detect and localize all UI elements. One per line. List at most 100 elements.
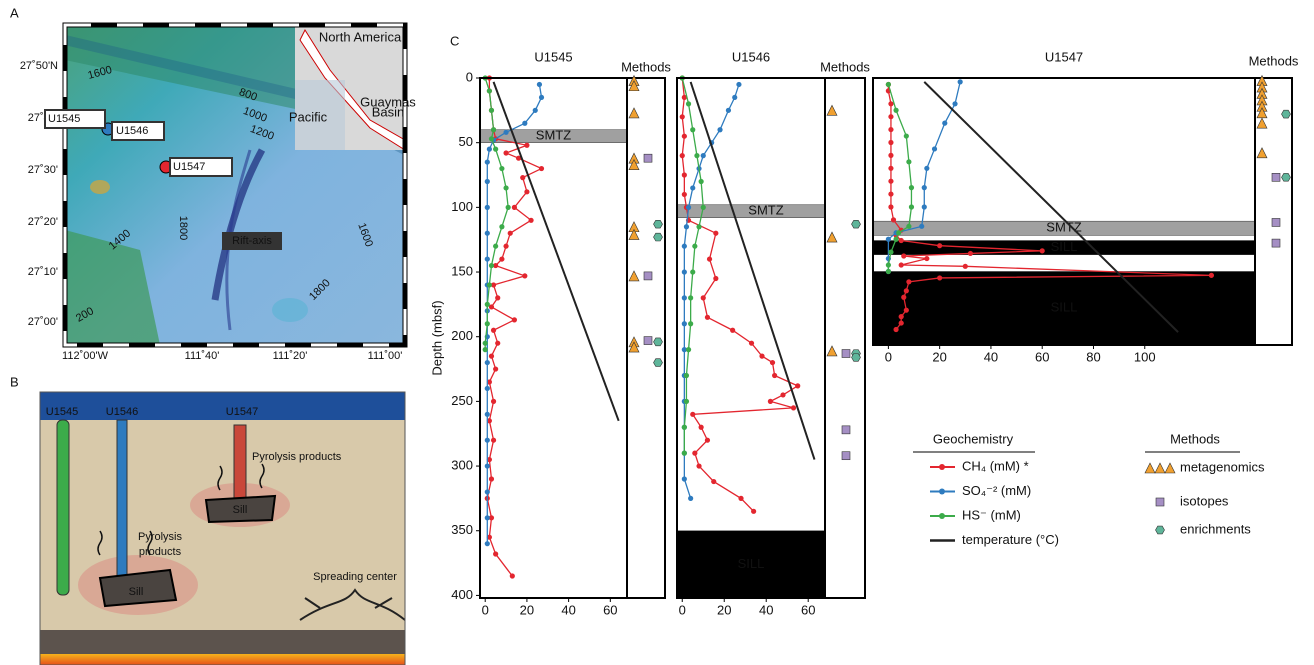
series-line [689, 81, 816, 460]
data-point [493, 243, 499, 249]
data-point [524, 142, 530, 148]
metagenomics-marker [628, 80, 640, 92]
data-point [692, 450, 698, 456]
data-point [683, 224, 690, 230]
legend-dot [939, 464, 945, 470]
lat-label: 27˚30' [28, 164, 58, 176]
x-tick-label: 60 [801, 602, 815, 617]
y-tick-label: 100 [451, 199, 473, 214]
data-point [484, 489, 490, 495]
x-tick-label: 20 [520, 602, 534, 617]
legend-title: Geochemistry [933, 431, 1014, 446]
metagenomics-marker [1154, 462, 1166, 474]
x-tick-label: 0 [885, 349, 892, 364]
enrichments-marker [653, 232, 663, 242]
data-point [901, 253, 907, 259]
pyrolysis-label: products [139, 546, 182, 558]
data-point [495, 340, 501, 346]
enrichments-marker [653, 337, 663, 347]
data-point [532, 107, 538, 113]
x-tick-label: 0 [679, 602, 686, 617]
pyrolysis-label: Pyrolysis products [252, 451, 342, 463]
series-line [923, 81, 1179, 333]
site-label: U1546 [116, 125, 148, 137]
metagenomics-marker [628, 270, 640, 282]
enrichments-marker [653, 219, 663, 229]
site-box [169, 157, 233, 177]
data-point [738, 495, 744, 501]
data-point [511, 204, 518, 210]
enrichments-marker [1155, 525, 1165, 535]
data-point [698, 178, 704, 185]
data-point [486, 456, 492, 463]
data-point [704, 437, 711, 443]
data-point [713, 275, 719, 282]
data-point [780, 392, 786, 398]
data-point [962, 263, 968, 269]
data-point [893, 107, 899, 113]
lon-label: 111˚20' [273, 350, 308, 362]
data-point [490, 437, 497, 443]
series-line [887, 81, 961, 272]
zone-label: SMTZ [1046, 220, 1081, 235]
data-point [681, 133, 687, 139]
site-box [111, 121, 165, 141]
metagenomics-marker [1256, 147, 1268, 159]
data-point [888, 139, 894, 146]
data-point [942, 120, 948, 126]
data-point [681, 243, 687, 249]
y-tick-label: 400 [451, 587, 473, 602]
site-label: U1546 [106, 406, 138, 418]
methods-title: Methods [1249, 53, 1299, 68]
isotopes-marker [1271, 238, 1281, 248]
data-point [503, 129, 509, 135]
data-point [679, 153, 685, 159]
metagenomics-marker [1164, 462, 1176, 474]
metagenomics-marker [826, 104, 838, 116]
data-point [704, 314, 711, 320]
data-point [484, 437, 490, 443]
data-point [908, 185, 915, 191]
data-point [888, 178, 894, 184]
zone-band [872, 271, 1256, 346]
y-tick-label: 150 [451, 263, 473, 278]
data-point [885, 81, 891, 88]
data-point [888, 101, 894, 107]
data-point [700, 295, 706, 301]
data-point [484, 463, 490, 469]
data-point [903, 288, 909, 294]
data-point [885, 268, 891, 275]
lon-label: 112˚00'W [62, 350, 109, 362]
data-point [713, 230, 719, 236]
enrichments-marker [851, 353, 861, 362]
isotopes-marker [1155, 497, 1165, 507]
site-label: U1547 [173, 161, 205, 173]
legend-label: metagenomics [1180, 459, 1265, 474]
data-point [692, 243, 698, 249]
data-point [690, 269, 696, 275]
data-point [888, 126, 894, 133]
data-point [711, 478, 717, 485]
isotopes-marker [841, 451, 851, 461]
metagenomics-marker [1256, 117, 1268, 129]
data-point [683, 372, 690, 379]
methods-frame [1254, 77, 1293, 346]
data-point [681, 172, 687, 178]
data-point [488, 476, 495, 482]
inset-label: Basin [372, 104, 405, 119]
y-tick-label: 300 [451, 457, 473, 472]
panel-label: C [450, 33, 459, 48]
data-point [921, 204, 927, 210]
lon-label: 111˚00' [368, 350, 403, 362]
plot-frame [479, 77, 628, 599]
data-point [937, 275, 943, 281]
data-point [499, 256, 505, 262]
data-point [908, 204, 915, 210]
data-point [706, 256, 713, 262]
isotopes-marker [841, 349, 851, 358]
series-line [492, 81, 620, 422]
data-point [681, 347, 687, 353]
panel-label: B [10, 374, 19, 389]
data-point [490, 327, 497, 333]
